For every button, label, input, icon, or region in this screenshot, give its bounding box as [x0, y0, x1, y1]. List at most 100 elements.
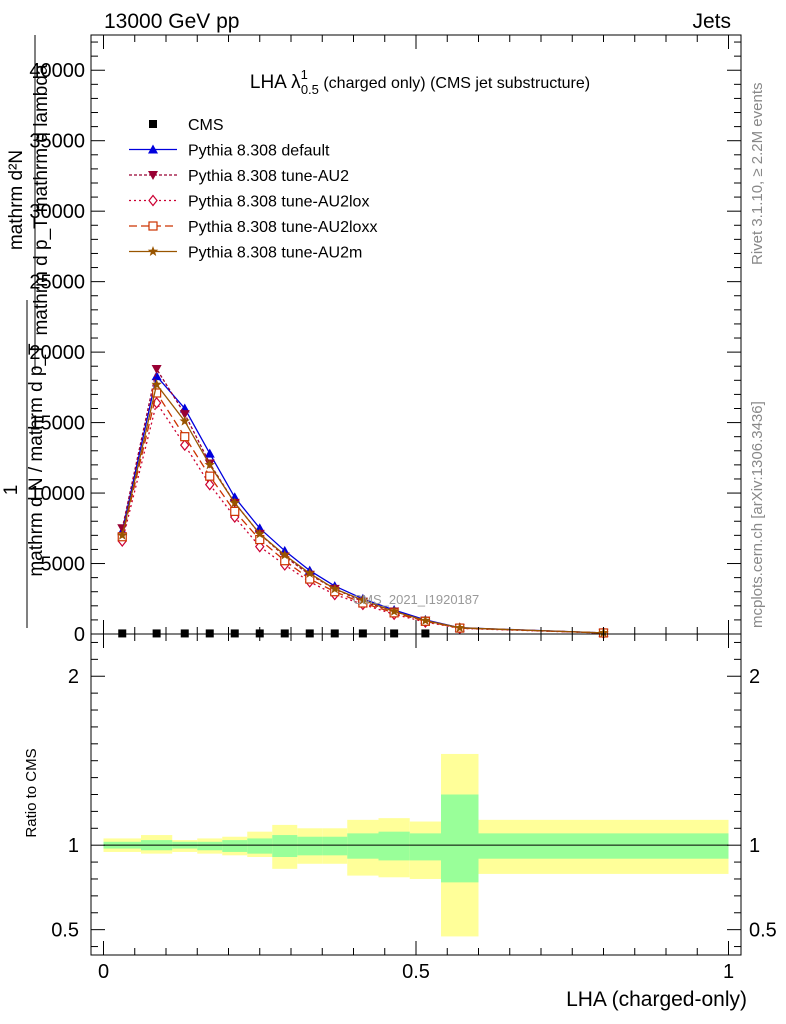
legend-entry-0: CMS	[149, 117, 224, 134]
series-line	[121, 374, 604, 634]
ratio-xtick-label: 0.5	[402, 961, 430, 983]
legend-label: Pythia 8.308 default	[188, 143, 330, 160]
main-ytick-label: 15000	[29, 413, 85, 435]
legend-entry-2: Pythia 8.308 tune-AU2	[129, 168, 349, 185]
data-point	[304, 567, 315, 578]
data-point	[204, 459, 215, 470]
legend-entry-4: Pythia 8.308 tune-AU2loxx	[129, 219, 377, 236]
legend-label: CMS	[188, 117, 224, 134]
data-point	[179, 439, 190, 452]
ylabel-prefactor-denominator: mathrm d N / mathrm d p_T	[26, 343, 47, 577]
data-point	[180, 629, 189, 638]
data-point	[147, 246, 159, 256]
data-point	[117, 529, 128, 540]
data-point	[357, 594, 369, 605]
legend-entry-3: Pythia 8.308 tune-AU2lox	[129, 194, 369, 211]
data-point	[179, 415, 190, 426]
ratio-band-inner-bin	[378, 831, 410, 861]
ratio-band-inner-bin	[409, 833, 441, 861]
data-point	[148, 194, 158, 207]
data-point	[280, 629, 289, 638]
data-point	[151, 371, 162, 381]
legend-entry-1: Pythia 8.308 default	[129, 143, 330, 160]
side-label-mcplots: mcplots.cern.ch [arXiv:1306.3436]	[749, 401, 766, 628]
data-point	[421, 629, 430, 638]
ratio-band-inner-bin	[297, 836, 323, 856]
main-ytick-label: 40000	[29, 60, 85, 82]
main-ytick-label: 25000	[29, 272, 85, 294]
side-label-rivet: Rivet 3.1.10, ≥ 2.2M events	[749, 83, 766, 266]
ratio-frame	[90, 633, 742, 956]
ratio-band-inner-bin	[222, 840, 248, 852]
ratio-ylabel: Ratio to CMS	[23, 748, 40, 837]
legend-label: Pythia 8.308 tune-AU2loxx	[188, 219, 377, 236]
ratio-xtick-label: 0	[98, 961, 109, 983]
data-point	[330, 629, 339, 638]
ratio-band-inner-bin	[441, 794, 479, 883]
ratio-ytick-label: 2	[68, 666, 79, 688]
plot-title-main: LHA λ	[250, 72, 301, 93]
series-line	[121, 391, 604, 634]
data-point	[151, 396, 162, 409]
ratio-xlabel: LHA (charged-only)	[566, 988, 747, 1011]
data-point	[205, 471, 215, 481]
plot-title-suffix: (charged only) (CMS jet substructure)	[319, 75, 590, 92]
series-0	[118, 629, 430, 638]
main-ytick-label: 20000	[29, 342, 85, 364]
watermark: CMS_2021_I1920187	[353, 592, 480, 607]
axes-layer: 0 5000 10000 15000 20000 25000 30000 35000 40000…	[29, 34, 777, 983]
data-point	[390, 629, 399, 638]
ylabel-numerator: mathrm d²N	[6, 150, 27, 250]
ratio-band-inner-bin	[347, 833, 379, 859]
ylabel-denominator: mathrm d p_T mathrm d lambda	[31, 64, 52, 335]
data-point	[148, 144, 158, 154]
ratio-ytick-label-right: 1	[749, 835, 760, 857]
data-point	[388, 605, 400, 616]
legend-label: Pythia 8.308 tune-AU2m	[188, 245, 362, 262]
ylabel-prefactor-numerator: 1	[1, 485, 22, 496]
ratio-band-inner-bin	[197, 841, 223, 851]
data-point	[179, 410, 190, 420]
ratio-band-inner-bin	[322, 836, 348, 856]
main-ytick-label: 5000	[41, 554, 86, 576]
legend-entry-5: Pythia 8.308 tune-AU2m	[129, 245, 362, 262]
data-point	[149, 120, 157, 128]
data-point	[230, 629, 239, 638]
data-point	[204, 448, 215, 458]
legend-label: Pythia 8.308 tune-AU2lox	[188, 194, 369, 211]
main-ytick-label: 0	[74, 624, 85, 646]
main-ytick-label: 30000	[29, 201, 85, 223]
legend-label: Pythia 8.308 tune-AU2	[188, 168, 349, 185]
plot-title-sub: 0.5	[301, 82, 319, 97]
data-point	[254, 528, 265, 539]
ratio-xtick-label: 1	[723, 961, 734, 983]
main-ytick-label: 10000	[29, 483, 85, 505]
data-point	[454, 622, 465, 633]
ratio-ytick-label-right: 2	[749, 666, 760, 688]
data-point	[151, 365, 162, 375]
data-point	[305, 629, 314, 638]
data-point	[152, 388, 162, 398]
data-point	[148, 171, 158, 180]
data-point	[148, 221, 158, 231]
legend: CMS Pythia 8.308 default Pythia 8.308 tune…	[129, 117, 377, 262]
data-point	[118, 629, 127, 638]
ratio-band-inner-bin	[272, 835, 298, 858]
data-point	[420, 615, 431, 626]
data-point	[305, 574, 315, 584]
ratio-band-inner-bin	[247, 838, 273, 854]
plot-title: LHA λ1 0.5 (charged only) (CMS jet substr…	[250, 67, 590, 97]
series-line	[121, 383, 604, 634]
ratio-panel	[103, 753, 729, 937]
data-point	[204, 478, 215, 491]
main-ytick-label: 35000	[29, 131, 85, 153]
ratio-ytick-label: 1	[68, 835, 79, 857]
plot-title-sup: 1	[301, 67, 308, 82]
header-energy: 13000 GeV pp	[104, 10, 239, 33]
data-point	[358, 629, 367, 638]
data-point	[329, 583, 340, 594]
data-point	[205, 629, 214, 638]
data-point	[180, 432, 190, 442]
data-point	[230, 506, 240, 516]
